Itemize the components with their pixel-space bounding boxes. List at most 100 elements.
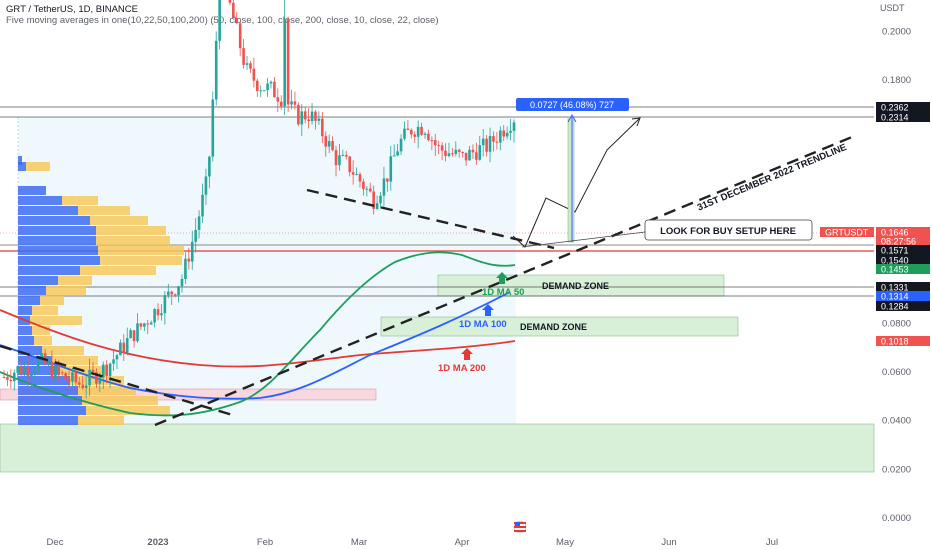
volume-profile-bar: [18, 276, 58, 285]
price-tick: 0.0200: [882, 464, 911, 475]
volume-profile-bar: [18, 196, 62, 205]
candle-body: [95, 372, 98, 384]
candle-body: [187, 258, 191, 262]
candle-body: [23, 366, 26, 374]
volume-profile-bar: [78, 386, 136, 395]
candle-body: [286, 19, 290, 105]
volume-profile-bar: [18, 396, 82, 405]
candle-body: [375, 203, 379, 209]
candle-body: [112, 359, 115, 364]
candle-body: [170, 291, 174, 295]
time-tick: Jun: [661, 537, 676, 548]
candle-body: [314, 111, 317, 121]
candle-body: [160, 313, 163, 316]
candle-body: [310, 111, 314, 122]
candle-body: [317, 118, 321, 121]
candle-body: [125, 338, 129, 353]
candle-body: [211, 99, 215, 157]
volume-profile-bar: [90, 216, 148, 225]
candle-body: [481, 138, 485, 146]
price-label-box: [876, 301, 930, 311]
candle-body: [194, 229, 197, 242]
volume-profile-bar: [86, 406, 170, 415]
callout-pointer: [521, 231, 646, 248]
candle-body: [451, 153, 454, 155]
us-flag-icon[interactable]: [513, 520, 527, 534]
volume-profile-bar: [18, 206, 78, 215]
volume-profile-bar: [46, 286, 86, 295]
candle-body: [420, 126, 423, 135]
candle-body: [255, 80, 259, 92]
candle-body: [81, 384, 85, 389]
candle-body: [471, 149, 475, 153]
price-label: 0.2314: [881, 113, 909, 123]
candle-body: [348, 156, 352, 173]
volume-profile-bar: [18, 266, 80, 275]
candle-body: [166, 291, 170, 296]
candle-body: [338, 155, 341, 166]
ma50-arrow-icon: [496, 272, 508, 284]
candle-body: [495, 141, 499, 143]
candle-body: [214, 40, 218, 100]
candle-body: [389, 156, 393, 182]
candle-body: [283, 19, 286, 107]
price-label: 0.2362: [881, 103, 909, 113]
candle-body: [252, 68, 256, 81]
volume-profile-bar: [18, 356, 52, 365]
volume-profile-bar: [98, 246, 184, 255]
measure-arrow: [567, 113, 577, 123]
time-tick: Apr: [455, 537, 470, 548]
price-label-box: [876, 255, 930, 265]
candle-body: [201, 194, 204, 217]
candle-body: [156, 309, 160, 316]
price-label: 0.1284: [881, 302, 909, 312]
ma200-line: [0, 309, 516, 368]
volume-profile-bar: [58, 276, 92, 285]
candle-body: [235, 18, 239, 24]
candle-body: [84, 385, 88, 389]
candle-body: [139, 323, 143, 327]
horizontal-levels: [0, 106, 874, 297]
price-label-box: [876, 336, 930, 346]
time-tick: Dec: [47, 537, 64, 548]
volume-profile-bar: [42, 346, 84, 355]
volume-profile-bar: [82, 396, 158, 405]
candle-body: [9, 379, 13, 382]
time-tick: Jul: [766, 537, 778, 548]
demand-zone-lower: [380, 316, 739, 337]
candle-body: [440, 145, 444, 151]
volume-profile-bar: [78, 206, 130, 215]
volume-profile-bar: [18, 326, 32, 335]
projection-arrowhead: [631, 117, 641, 127]
candle-body: [416, 126, 420, 137]
demand-zone-bottom: [0, 423, 875, 473]
candle-body: [30, 373, 33, 377]
price-label-box: [876, 264, 930, 274]
candle-body: [78, 382, 81, 385]
candle-body: [433, 140, 437, 146]
candle-body: [478, 145, 482, 160]
candle-body: [454, 149, 458, 154]
candle-body: [423, 133, 427, 135]
volume-profile-bar: [18, 162, 26, 171]
candle-body: [475, 152, 478, 160]
candle-body: [444, 150, 447, 157]
price-tick: 0.1800: [882, 75, 911, 86]
candle-body: [105, 364, 108, 376]
trendline-label: 31ST DECEMBER 2022 TRENDLINE: [696, 142, 848, 214]
candle-body: [228, 0, 232, 3]
price-label-box: [876, 291, 930, 301]
candle-body: [427, 133, 430, 141]
candle-body: [50, 361, 54, 378]
candle-body: [67, 379, 71, 382]
price-tick: 0.0600: [882, 367, 911, 378]
volume-profile-bar: [40, 296, 64, 305]
candle-body: [293, 101, 297, 105]
candle-body: [447, 153, 451, 157]
candle-body: [33, 371, 37, 374]
volume-profile-bar: [18, 336, 34, 345]
candle-body: [184, 258, 187, 279]
time-tick: Feb: [257, 537, 273, 548]
volume-profile-bar: [78, 416, 124, 425]
